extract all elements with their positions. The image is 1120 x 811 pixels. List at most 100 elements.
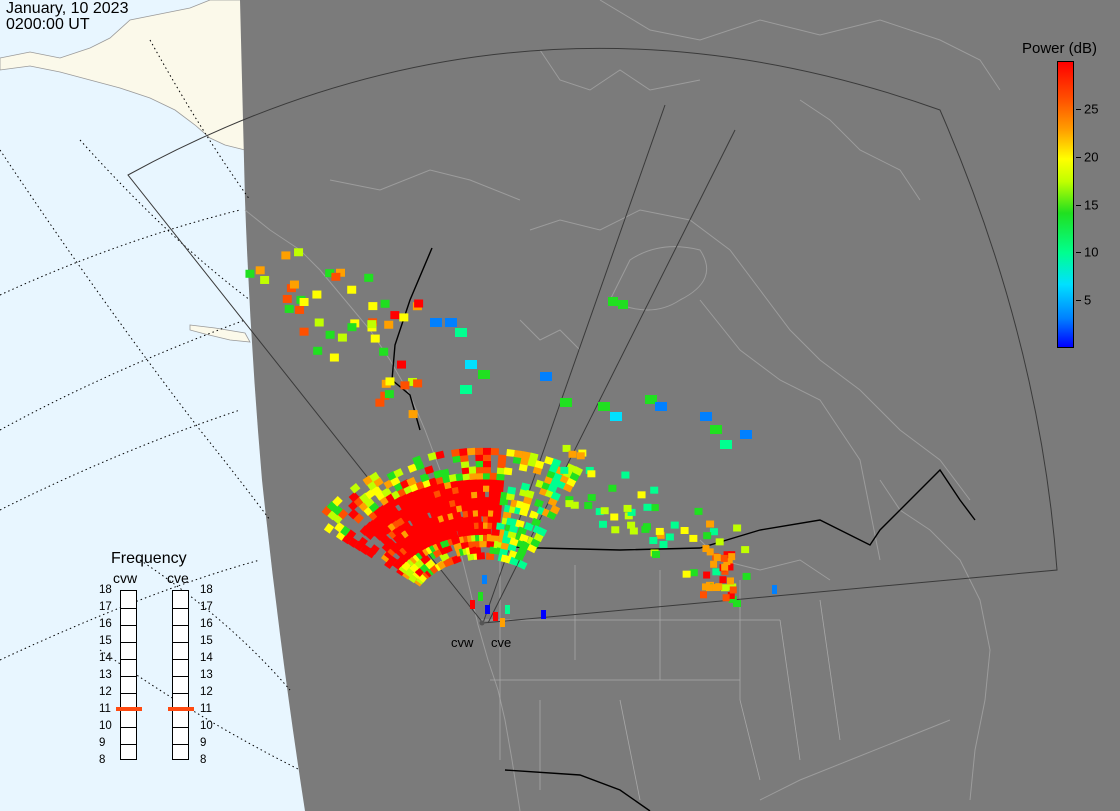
backscatter-cell [595,508,604,516]
backscatter-cell [474,447,484,456]
backscatter-cell [610,412,622,421]
frequency-tick-right: 12 [200,686,213,698]
backscatter-cell [541,610,546,619]
backscatter-cell [289,280,299,289]
date-label: January, 10 2023 [6,0,129,17]
backscatter-cell [483,527,491,535]
backscatter-cell [728,553,736,561]
backscatter-cell [440,468,450,478]
backscatter-cell [337,508,349,520]
backscatter-cell [521,451,531,460]
frequency-tick-left: 15 [99,635,112,647]
backscatter-cell [560,398,572,407]
backscatter-cell [452,510,462,520]
colorbar-tick-label: 5 [1084,292,1092,308]
backscatter-cell [565,500,574,508]
backscatter-cell [710,560,718,568]
state-borders [480,560,841,801]
backscatter-cell [727,591,735,599]
frequency-gridline [173,642,188,643]
backscatter-cell [608,297,618,306]
backscatter-cell [476,552,486,560]
backscatter-cell [419,472,430,483]
backscatter-cells [245,248,777,627]
backscatter-cell [713,554,721,562]
backscatter-cell [357,536,368,548]
backscatter-cell [706,548,714,556]
backscatter-cell [568,450,577,458]
backscatter-cell [508,524,519,534]
colorbar-tick-label: 15 [1084,197,1099,212]
backscatter-cell [611,526,620,534]
frequency-tick-left: 18 [99,584,112,596]
backscatter-cell [325,269,335,278]
backscatter-cell [245,269,255,278]
night-coastlines [244,0,1001,811]
backscatter-cell [517,559,528,570]
backscatter-cell [742,572,751,580]
backscatter-cell [281,251,291,260]
backscatter-cell [462,472,472,481]
backscatter-cell [608,484,617,492]
backscatter-cell [483,509,491,517]
backscatter-cell [420,554,431,565]
colorbar-tick [1076,108,1081,110]
backscatter-cell [493,540,503,549]
backscatter-cell [373,476,384,488]
backscatter-cell [369,544,380,555]
frequency-gridline [173,727,188,728]
backscatter-cell [497,454,507,463]
backscatter-cell [397,360,407,369]
backscatter-cell [451,448,461,457]
backscatter-cell [645,395,657,404]
backscatter-cell [500,618,505,627]
backscatter-cell [407,377,417,386]
backscatter-cell [492,509,502,518]
backscatter-cell [465,360,477,369]
backscatter-cell [313,346,323,355]
backscatter-cell [721,563,729,571]
backscatter-cell [507,486,517,495]
backscatter-cell [380,299,390,308]
colorbar-tick [1076,156,1081,158]
backscatter-cell [360,544,371,555]
backscatter-cell [729,586,737,594]
backscatter-cell [325,330,335,339]
backscatter-cell [483,447,491,455]
backscatter-cell [483,503,491,511]
backscatter-cell [349,482,361,494]
backscatter-cell [489,478,498,487]
backscatter-cell [406,476,417,487]
backscatter-cell [433,469,443,479]
backscatter-cell [515,519,525,529]
backscatter-cell [299,327,309,336]
backscatter-cell [706,520,715,528]
backscatter-cell [455,328,467,337]
colorbar-tick-label: 10 [1084,244,1099,260]
backscatter-cell [466,447,476,456]
backscatter-cell [689,569,698,577]
backscatter-cell [570,501,579,509]
backscatter-cell [720,584,729,592]
backscatter-cell [483,454,491,462]
backscatter-cell [295,305,305,314]
backscatter-cell [448,473,458,483]
backscatter-cell [493,612,498,621]
backscatter-cell [506,449,515,457]
backscatter-cell [529,452,539,462]
backscatter-cell [740,430,752,439]
backscatter-cell [384,320,394,329]
backscatter-cell [518,463,528,472]
backscatter-cell [476,478,485,486]
backscatter-cell [476,472,485,480]
backscatter-cell [562,444,571,452]
backscatter-cell [490,534,500,542]
backscatter-cell [627,521,636,529]
backscatter-cell [472,546,482,554]
backscatter-cell [255,266,265,275]
backscatter-cell [642,523,651,531]
frequency-gridline [173,693,188,694]
backscatter-cell [413,379,423,388]
frequency-tick-right: 15 [200,635,213,647]
backscatter-cell [390,311,400,320]
